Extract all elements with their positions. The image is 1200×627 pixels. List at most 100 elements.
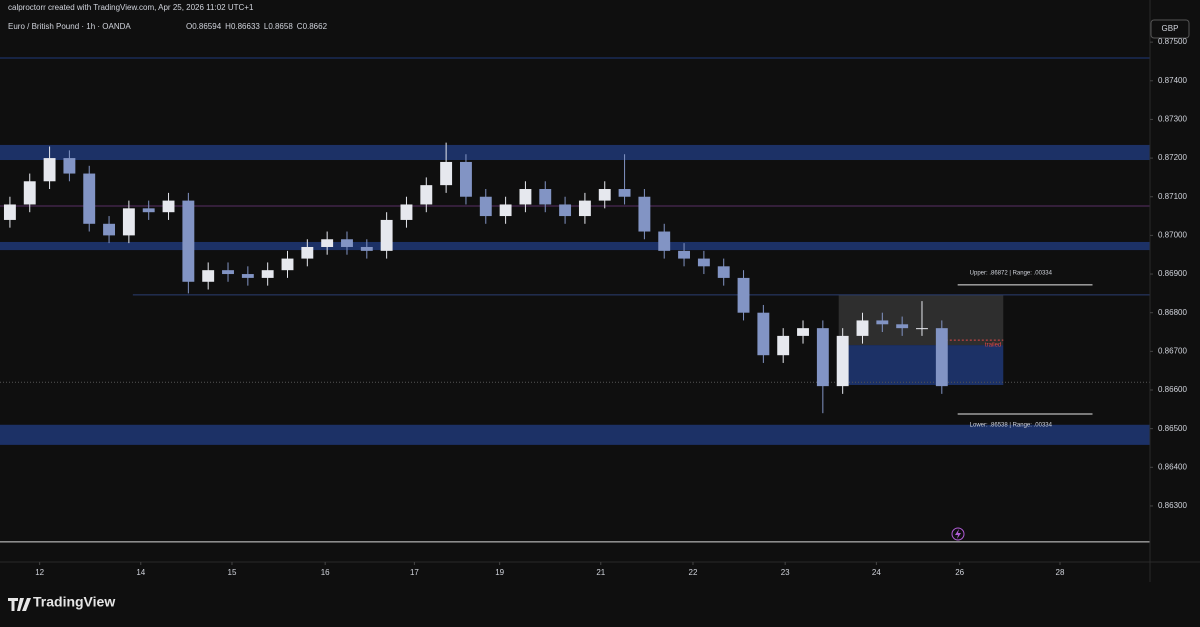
y-tick-label: 0.86900 bbox=[1158, 269, 1187, 278]
y-tick-label: 0.86300 bbox=[1158, 501, 1187, 510]
candle-body bbox=[103, 223, 115, 236]
currency-box[interactable] bbox=[1150, 19, 1190, 39]
candle-body bbox=[757, 312, 770, 356]
brand-logo bbox=[8, 598, 31, 611]
candle-body bbox=[856, 320, 869, 336]
y-tick-label: 0.87300 bbox=[1158, 115, 1187, 124]
candle-body bbox=[737, 277, 750, 313]
candle-body bbox=[539, 189, 552, 205]
y-tick-label: 0.86800 bbox=[1158, 308, 1187, 317]
candle-body bbox=[876, 320, 889, 325]
x-tick-label: 12 bbox=[35, 568, 44, 577]
candle-body bbox=[935, 328, 948, 387]
candle-body bbox=[777, 335, 790, 356]
candle-body bbox=[321, 239, 334, 247]
candle-body bbox=[697, 258, 710, 267]
candle-body bbox=[678, 250, 690, 259]
candle-body bbox=[142, 208, 155, 213]
candle-body bbox=[182, 200, 195, 282]
trail-label: trailed bbox=[985, 343, 1001, 349]
y-tick-label: 0.87500 bbox=[1158, 37, 1187, 46]
candle-body bbox=[261, 270, 274, 278]
x-tick-label: 24 bbox=[872, 568, 881, 577]
y-tick-label: 0.87000 bbox=[1158, 231, 1187, 240]
candle-body bbox=[122, 208, 135, 236]
x-tick-label: 26 bbox=[955, 568, 964, 577]
candle-body bbox=[380, 219, 393, 251]
symbol: Euro / British Pound · 1h · OANDA bbox=[8, 22, 131, 31]
alert-icon[interactable] bbox=[951, 527, 965, 541]
candle-body bbox=[559, 204, 572, 217]
candle-body bbox=[658, 231, 671, 251]
range-box bbox=[838, 345, 1004, 385]
range-label: Upper: .86872 | Range: .00334 bbox=[970, 270, 1053, 276]
candle-body bbox=[222, 270, 234, 275]
candle-body bbox=[916, 328, 928, 330]
zone bbox=[0, 241, 1150, 251]
candle-body bbox=[797, 328, 809, 336]
candle-body bbox=[3, 204, 16, 220]
x-tick-label: 15 bbox=[228, 568, 237, 577]
ohlc-key: O bbox=[186, 22, 192, 31]
y-tick-label: 0.87400 bbox=[1158, 76, 1187, 85]
x-tick-label: 21 bbox=[596, 568, 605, 577]
ohlc-key: H bbox=[225, 22, 231, 31]
candle-body bbox=[598, 189, 611, 201]
y-tick-label: 0.86500 bbox=[1158, 424, 1187, 433]
author-line: calproctorr created with TradingView.com… bbox=[8, 3, 254, 12]
brand: TradingView bbox=[33, 594, 115, 610]
x-tick-label: 16 bbox=[321, 568, 330, 577]
candle-body bbox=[241, 274, 254, 278]
candle-body bbox=[836, 335, 849, 387]
candle-body bbox=[618, 189, 631, 197]
y-tick-label: 0.86700 bbox=[1158, 346, 1187, 355]
candle-body bbox=[63, 158, 76, 174]
candle-body bbox=[638, 196, 651, 232]
candle-body bbox=[578, 200, 591, 217]
zone bbox=[0, 424, 1150, 445]
candle-body bbox=[519, 189, 532, 205]
ohlc-value: 0.86633 bbox=[231, 22, 260, 31]
candle-body bbox=[23, 181, 36, 205]
candle-body bbox=[479, 196, 492, 217]
y-tick-label: 0.87200 bbox=[1158, 153, 1187, 162]
candle-body bbox=[281, 258, 294, 271]
candle-body bbox=[896, 324, 909, 329]
ohlc-key: L bbox=[264, 22, 269, 31]
ohlc-value: 0.8658 bbox=[268, 22, 293, 31]
ohlc-value: 0.86594 bbox=[192, 22, 221, 31]
y-tick-label: 0.87100 bbox=[1158, 192, 1187, 201]
x-tick-label: 19 bbox=[495, 568, 504, 577]
x-tick-label: 14 bbox=[136, 568, 145, 577]
candle-body bbox=[400, 204, 413, 220]
candle-body bbox=[83, 173, 96, 224]
range-box bbox=[838, 294, 1004, 346]
range-label: Lower: .86538 | Range: .00334 bbox=[970, 423, 1053, 429]
y-tick-label: 0.86600 bbox=[1158, 385, 1187, 394]
ohlc-value: 0.8662 bbox=[303, 22, 328, 31]
candle-body bbox=[341, 239, 353, 247]
candle-body bbox=[43, 158, 56, 182]
ohlc-key: C bbox=[297, 22, 303, 31]
x-tick-label: 23 bbox=[781, 568, 790, 577]
x-tick-label: 17 bbox=[410, 568, 419, 577]
currency[interactable]: GBP bbox=[1162, 24, 1179, 33]
candle-body bbox=[420, 185, 433, 205]
x-tick-label: 28 bbox=[1056, 568, 1065, 577]
y-tick-label: 0.86400 bbox=[1158, 462, 1187, 471]
candle-body bbox=[360, 246, 373, 251]
x-tick-label: 22 bbox=[689, 568, 698, 577]
candle-body bbox=[816, 328, 829, 387]
candle-body bbox=[162, 200, 175, 213]
candle-body bbox=[301, 246, 314, 259]
candle-body bbox=[440, 161, 453, 186]
alert-bolt bbox=[955, 529, 961, 539]
zone bbox=[0, 144, 1150, 161]
candle-body bbox=[717, 266, 730, 278]
candle-body bbox=[460, 161, 472, 197]
candle-body bbox=[499, 204, 512, 217]
plot: Upper: .86872 | Range: .00334 Lower: .865… bbox=[0, 57, 1150, 543]
